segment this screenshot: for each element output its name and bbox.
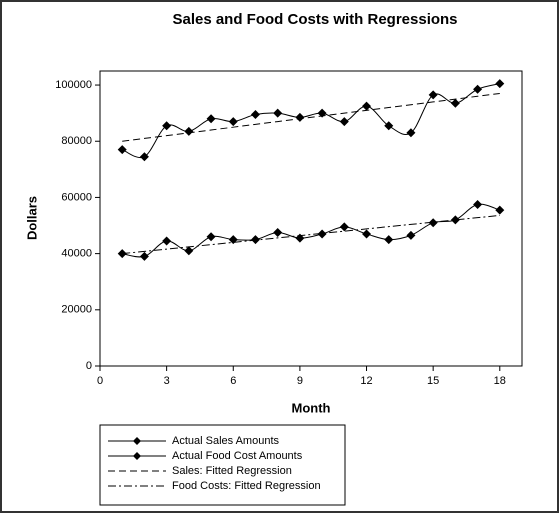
- marker: [273, 228, 283, 238]
- marker: [117, 145, 127, 155]
- marker: [428, 90, 438, 100]
- chart-title: Sales and Food Costs with Regressions: [172, 11, 457, 28]
- legend: [99, 424, 346, 506]
- marker: [495, 79, 505, 89]
- marker: [450, 98, 460, 108]
- marker: [250, 235, 260, 245]
- plot-area: [99, 70, 523, 367]
- marker: [184, 126, 194, 136]
- y-tick-label: 20000: [61, 304, 92, 316]
- y-tick-label: 100000: [55, 79, 92, 91]
- marker: [384, 121, 394, 131]
- marker: [139, 251, 149, 261]
- marker: [184, 246, 194, 256]
- marker: [206, 114, 216, 124]
- marker: [339, 117, 349, 127]
- marker: [162, 121, 172, 131]
- y-tick-label: 40000: [61, 248, 92, 260]
- x-tick-label: 12: [360, 375, 372, 387]
- marker: [139, 152, 149, 162]
- marker: [428, 218, 438, 228]
- legend-text: Food Costs: Fitted Regression: [172, 480, 321, 492]
- marker: [495, 205, 505, 215]
- series-line: [122, 92, 500, 142]
- marker: [384, 235, 394, 245]
- marker: [450, 215, 460, 225]
- marker: [339, 222, 349, 232]
- marker: [295, 112, 305, 122]
- series-line: [122, 214, 500, 255]
- marker: [250, 110, 260, 120]
- x-tick-label: 0: [97, 375, 103, 387]
- y-axis-label: Dollars: [24, 196, 39, 240]
- marker: [362, 229, 372, 239]
- x-tick-label: 9: [297, 375, 303, 387]
- y-tick-label: 80000: [61, 135, 92, 147]
- marker: [473, 199, 483, 209]
- marker: [317, 229, 327, 239]
- marker: [362, 101, 372, 111]
- x-tick-label: 15: [427, 375, 439, 387]
- legend-text: Sales: Fitted Regression: [172, 465, 292, 477]
- marker: [206, 232, 216, 242]
- x-tick-label: 3: [164, 375, 170, 387]
- legend-marker: [133, 452, 141, 460]
- legend-text: Actual Sales Amounts: [172, 435, 280, 447]
- y-tick-label: 60000: [61, 191, 92, 203]
- x-tick-label: 18: [494, 375, 506, 387]
- x-axis-label: Month: [292, 400, 331, 415]
- marker: [162, 236, 172, 246]
- marker: [228, 117, 238, 127]
- y-tick-label: 0: [86, 360, 92, 372]
- marker: [406, 230, 416, 240]
- marker: [406, 128, 416, 138]
- marker: [273, 108, 283, 118]
- marker: [473, 84, 483, 94]
- legend-text: Actual Food Cost Amounts: [172, 450, 303, 462]
- x-tick-label: 6: [230, 375, 236, 387]
- legend-marker: [133, 437, 141, 445]
